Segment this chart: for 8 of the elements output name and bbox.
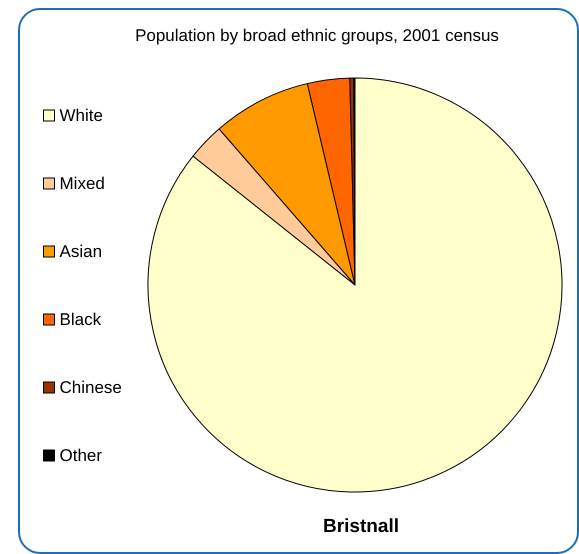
text: Bristnall (322, 516, 400, 537)
legend-label: Other (60, 446, 102, 465)
legend-label: Asian (60, 242, 102, 261)
legend-label: Mixed (60, 174, 105, 193)
legend-label: Black (60, 310, 102, 329)
chart-title: Population by broad ethnic groups, 2001 census (135, 26, 499, 45)
legend-label: White (60, 106, 103, 125)
legend-label: Chinese (60, 378, 122, 397)
